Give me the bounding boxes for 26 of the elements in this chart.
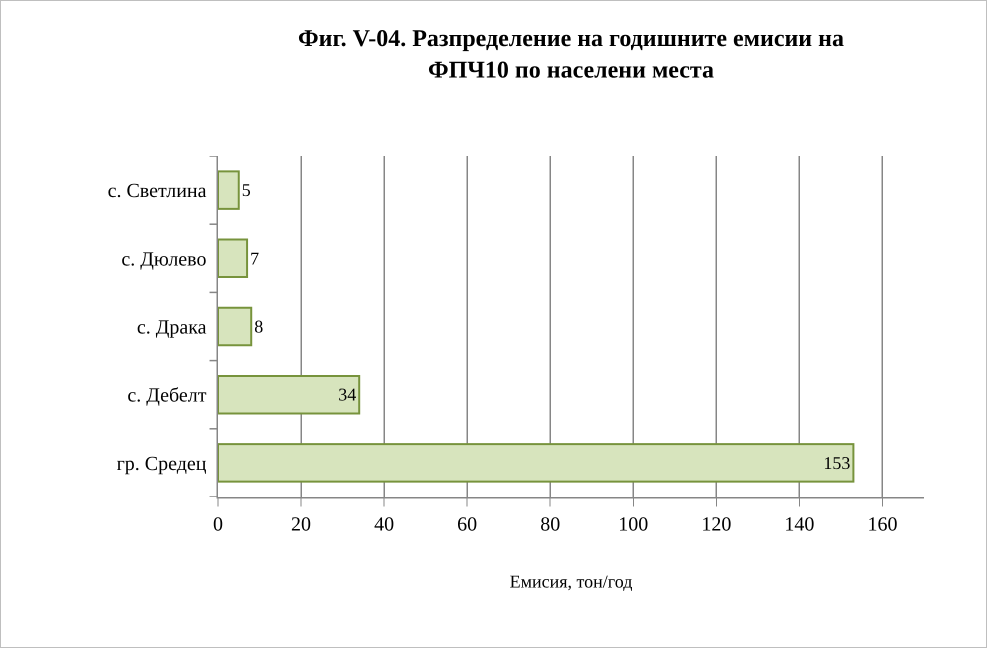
chart-title: Фиг. V-04. Разпределение на годишните емисии на ФПЧ10 по населени места	[298, 26, 844, 84]
x-tick-label: 120	[701, 514, 732, 536]
bar	[218, 443, 854, 483]
data-label: 7	[250, 248, 260, 268]
data-label: 8	[254, 316, 264, 337]
bar	[218, 238, 248, 278]
y-tick-label: с. Драка	[136, 316, 207, 338]
data-label: 34	[338, 384, 356, 405]
x-axis-title: Емисия, тон/год	[510, 571, 632, 592]
y-tick-label: с. Дюлево	[121, 248, 206, 270]
data-label: 153	[823, 452, 850, 473]
x-tick-label: 20	[291, 514, 312, 536]
x-tick-label: 80	[540, 514, 560, 536]
bar	[218, 306, 252, 346]
y-tick-label: с. Дебелт	[127, 384, 207, 407]
x-tick-label: 140	[784, 514, 814, 536]
bar	[218, 374, 360, 414]
x-tick-label: 60	[457, 514, 478, 536]
bar	[218, 170, 240, 210]
x-tick-label: 160	[867, 514, 898, 536]
x-tick-label: 100	[618, 514, 648, 536]
y-tick-label: гр. Средец	[116, 452, 207, 475]
data-label: 5	[242, 180, 251, 200]
x-tick-label: 40	[374, 514, 394, 536]
x-tick-label: 0	[213, 514, 223, 536]
y-tick-label: с. Светлина	[108, 180, 207, 202]
